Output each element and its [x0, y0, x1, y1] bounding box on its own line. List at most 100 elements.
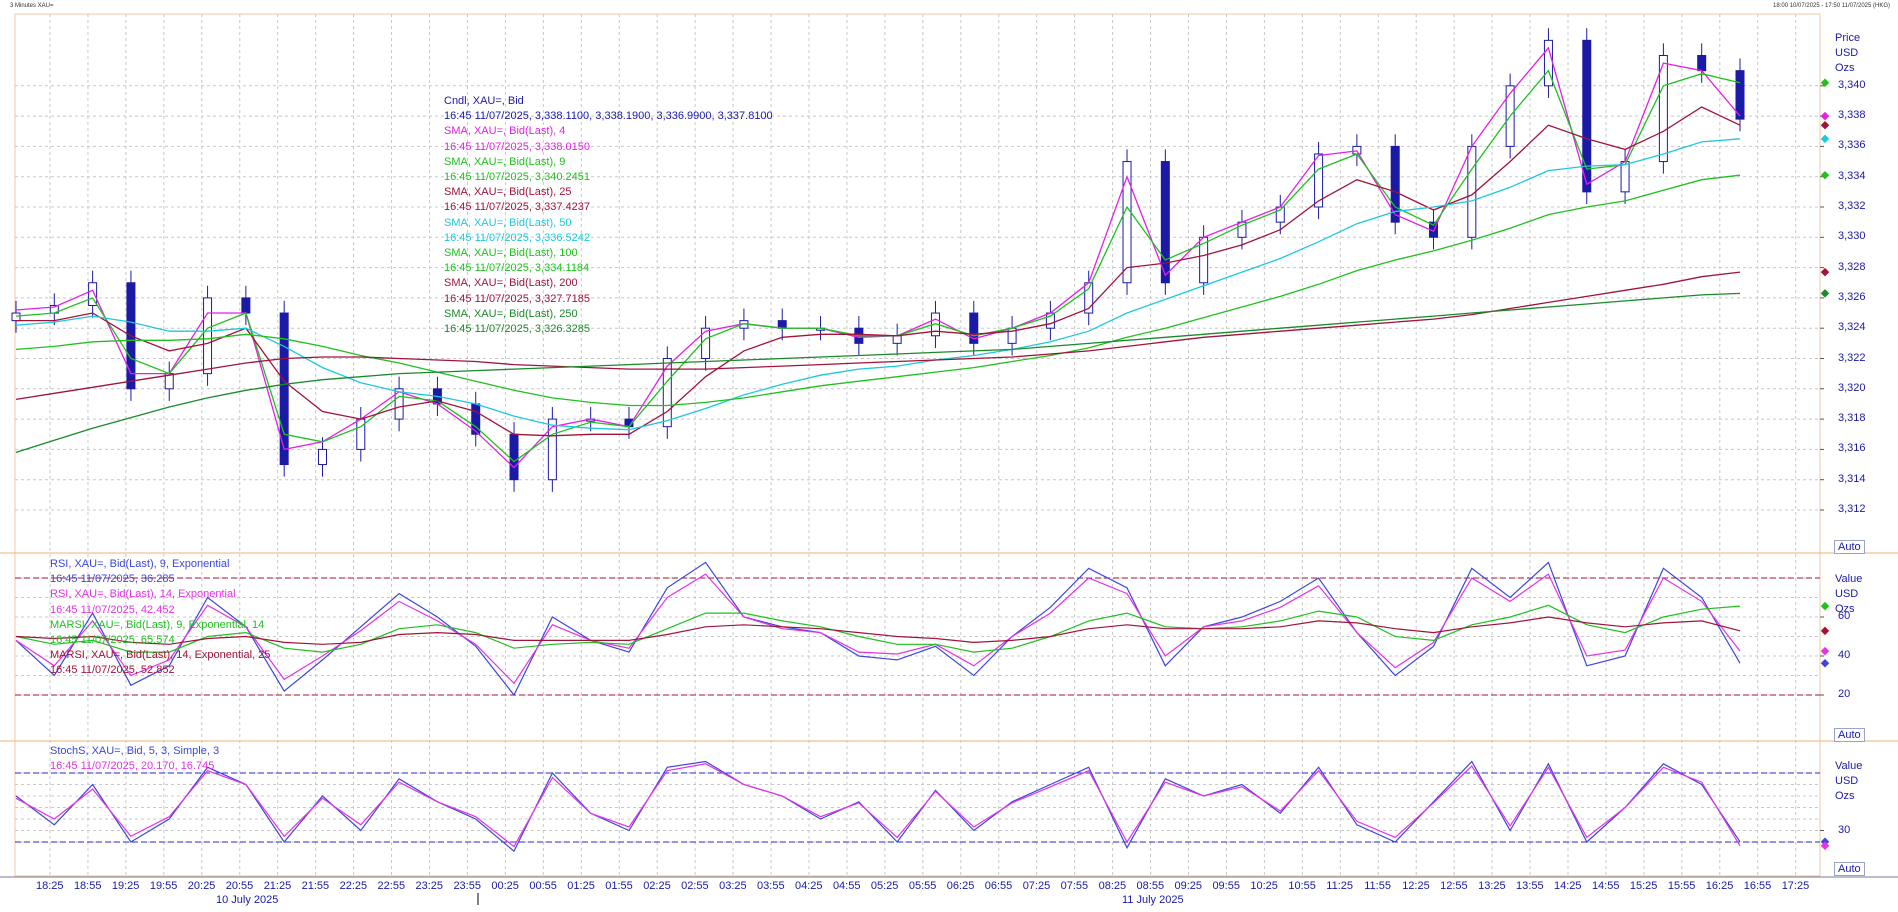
axis-header-line: Ozs [1835, 603, 1855, 615]
legend-value: 16:45 11/07/2025, 3,340.2451 [444, 171, 590, 184]
rsi-tick-label: 60 [1838, 610, 1851, 622]
axis-header-line: Ozs [1835, 790, 1855, 802]
price-tick-label: 3,314 [1838, 472, 1866, 485]
legend-label: RSI, XAU=, Bid(Last), 14, Exponential [50, 588, 236, 601]
candle-body [279, 312, 289, 466]
rsi-line [15, 616, 1741, 645]
x-tick-label: 05:25 [870, 880, 899, 892]
series-end-marker [1820, 658, 1830, 668]
x-tick-label: 02:55 [681, 880, 709, 892]
x-tick-label: 18:25 [36, 880, 64, 892]
rsi-tick-label: 20 [1838, 688, 1851, 700]
legend-label: SMA, XAU=, Bid(Last), 250 [444, 307, 578, 320]
sma-line [15, 46, 1741, 469]
window-status: 18:00 10/07/2025 - 17:50 11/07/2025 (HKG… [1773, 3, 1890, 9]
x-tick-label: 15:55 [1667, 880, 1696, 892]
price-tick-label: 3,324 [1838, 321, 1866, 334]
candle-body [1160, 161, 1170, 284]
x-tick-label: 21:55 [301, 880, 330, 892]
candle-body [1735, 70, 1745, 120]
axis-header-line: USD [1835, 47, 1859, 59]
candle-body [203, 297, 213, 375]
stoch-tick-label: 30 [1838, 823, 1851, 836]
x-tick-label: 13:55 [1516, 880, 1544, 892]
x-tick-label: 10:25 [1250, 880, 1278, 892]
series-end-marker [1820, 289, 1830, 298]
legend-value: 16:45 11/07/2025, 3,337.4237 [444, 201, 590, 214]
series-end-marker [1820, 601, 1830, 611]
x-tick-label: 15:25 [1629, 880, 1658, 892]
candle-body [892, 335, 902, 344]
x-tick-label: 04:25 [795, 880, 823, 892]
price-tick-label: 3,332 [1838, 200, 1866, 212]
x-tick-label: 09:25 [1174, 880, 1203, 892]
legend-label: SMA, XAU=, Bid(Last), 25 [444, 186, 572, 199]
x-tick-label: 20:25 [187, 880, 216, 892]
stoch-line [15, 760, 1741, 853]
x-tick-label: 11:25 [1326, 880, 1354, 892]
axis-header-line: Value [1835, 760, 1863, 772]
candle-body [241, 297, 251, 314]
price-tick-label: 3,326 [1838, 290, 1866, 303]
rsi-line [15, 573, 1741, 685]
series-end-marker [1820, 170, 1830, 180]
stoch-auto-scale-button[interactable]: Auto [1834, 862, 1865, 876]
legend-value: 16:45 11/07/2025, 3,334.1184 [444, 262, 590, 275]
legend-value: 16:45 11/07/2025, 3,336.5242 [444, 231, 590, 244]
legend-value: 16:45 11/07/2025, 20.170, 16.745 [50, 760, 215, 773]
candle-body [1620, 161, 1630, 193]
x-tick-label: 12:25 [1402, 880, 1430, 892]
x-tick-label: 19:25 [111, 880, 140, 892]
window-title: 3 Minutes XAU= [10, 3, 54, 9]
sma-line [15, 138, 1741, 431]
legend-label: SMA, XAU=, Bid(Last), 100 [444, 247, 578, 260]
series-end-marker [1820, 646, 1830, 656]
x-tick-label: 16:55 [1743, 880, 1772, 892]
series-end-marker [1820, 120, 1830, 130]
legend-label: RSI, XAU=, Bid(Last), 9, Exponential [50, 558, 230, 570]
x-tick-label: 17:25 [1781, 880, 1810, 892]
axis-header-line: Price [1835, 32, 1861, 44]
x-tick-label: 08:55 [1136, 880, 1165, 892]
legend-value: 16:45 11/07/2025, 65.574 [50, 634, 175, 647]
legend-label: MARSI, XAU=, Bid(Last), 9, Exponential, … [50, 618, 265, 631]
rsi-line [15, 604, 1741, 653]
candle-body [1582, 39, 1592, 193]
price-legend: Cndl, XAU=, Bid 16:45 11/07/2025, 3,338.1… [444, 94, 773, 337]
x-tick-label: 00:55 [529, 880, 557, 892]
price-tick-label: 3,318 [1838, 412, 1866, 425]
price-tick-label: 3,320 [1838, 381, 1866, 394]
x-tick-label: 14:55 [1591, 880, 1620, 892]
x-tick-label: 06:25 [946, 880, 975, 892]
price-tick-label: 3,312 [1838, 503, 1866, 515]
x-tick-label: 09:55 [1212, 880, 1240, 892]
x-tick-label: 03:55 [757, 880, 785, 892]
sma-line [16, 106, 1741, 437]
price-tick-label: 3,328 [1838, 260, 1866, 273]
rsi-axis-header: Value USD Ozs [1835, 572, 1862, 617]
rsi-auto-scale-button[interactable]: Auto [1834, 728, 1865, 742]
series-end-marker [1820, 841, 1830, 851]
legend-label: SMA, XAU=, Bid(Last), 9 [444, 155, 566, 168]
axis-header-line: Value [1835, 573, 1863, 585]
legend-label: StochS, XAU=, Bid, 5, 3, Simple, 3 [50, 745, 220, 757]
price-tick-label: 3,322 [1838, 351, 1866, 364]
price-auto-scale-button[interactable]: Auto [1834, 540, 1865, 554]
x-tick-label: 14:25 [1554, 880, 1582, 892]
legend-label: Cndl, XAU=, Bid [444, 95, 524, 107]
sma-line [15, 271, 1741, 401]
candle-body [1658, 55, 1668, 163]
candle-body [1122, 161, 1132, 284]
x-tick-label: 07:25 [1022, 880, 1051, 892]
price-tick-label: 3,316 [1838, 442, 1866, 455]
date-label: 10 July 2025 [216, 894, 279, 906]
axis-header-line: USD [1835, 588, 1859, 600]
legend-value: 16:45 11/07/2025, 36.285 [50, 573, 175, 586]
rsi-line [15, 561, 1741, 697]
legend-value: 16:45 11/07/2025, 52.852 [50, 664, 175, 677]
rsi-legend: RSI, XAU=, Bid(Last), 9, Exponential 16:4… [50, 557, 270, 679]
x-tick-label: 05:55 [908, 880, 937, 892]
candle-body [969, 312, 979, 344]
price-axis-header: Price USD Ozs [1835, 31, 1860, 76]
